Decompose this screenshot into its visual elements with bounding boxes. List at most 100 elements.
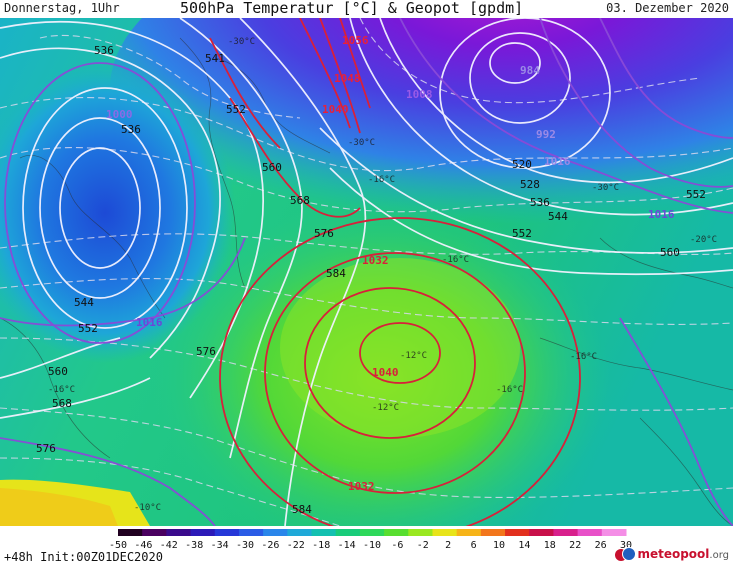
- colorbar-tick-label: -18: [312, 540, 330, 550]
- colorbar-cell: [505, 529, 530, 536]
- geopot-label: 584: [292, 503, 312, 516]
- geopot-label: 560: [262, 161, 282, 174]
- logo-icon: [615, 546, 637, 562]
- pressure-label: 1016: [136, 316, 163, 329]
- colorbar-tick-label: 30: [620, 540, 632, 550]
- geopot-label: 520: [512, 158, 532, 171]
- geopot-label: 584: [326, 267, 346, 280]
- colorbar-tick-label: 22: [569, 540, 581, 550]
- geopot-label: 544: [548, 210, 568, 223]
- temperature-colorbar: -50 -46 -42 -38 -34 -30 -26 -22 -18 -14 -10 -6 -2 2 6 1…: [109, 529, 632, 550]
- colorbar-tick-label: 18: [544, 540, 556, 550]
- weather-map: 536 541 552 560 568 576 584 536 544 552 …: [0, 18, 733, 526]
- colorbar-tick-label: 10: [493, 540, 505, 550]
- pressure-label: 992: [536, 128, 556, 141]
- colorbar-cell: [190, 529, 216, 536]
- pressure-label: 1032: [362, 254, 389, 267]
- logo-text: meteopool.org: [637, 547, 729, 561]
- colorbar-cell: [553, 529, 579, 536]
- geopot-label: 560: [660, 246, 680, 259]
- pressure-label: 1016: [544, 155, 571, 168]
- temp-label: -16°C: [570, 352, 597, 362]
- pressure-label: 1008: [406, 88, 433, 101]
- temp-label: -10°C: [134, 503, 161, 513]
- colorbar-cells: [118, 529, 627, 536]
- colorbar-tick-label: -30: [236, 540, 254, 550]
- colorbar-tick-label: -14: [338, 540, 356, 550]
- colorbar-tick-label: -46: [134, 540, 152, 550]
- pressure-labels: 1056 1048 1040 1032 1040 1032 1008 1016 …: [106, 34, 675, 493]
- temp-label: -16°C: [48, 385, 75, 395]
- colorbar-tick-label: -50: [109, 540, 127, 550]
- geopot-label: 544: [74, 296, 94, 309]
- colorbar-tick-label: -26: [261, 540, 279, 550]
- colorbar-cell: [384, 529, 409, 536]
- temp-label: -30°C: [348, 138, 375, 148]
- colorbar-cell: [480, 529, 506, 536]
- geopot-label: 576: [196, 345, 216, 358]
- weather-map-svg: 536 541 552 560 568 576 584 536 544 552 …: [0, 18, 733, 526]
- footer-bar: -50 -46 -42 -38 -34 -30 -26 -22 -18 -14 -10 -6 -2 2 6 1…: [0, 526, 733, 566]
- geopot-label: 576: [36, 442, 56, 455]
- colorbar-tick-label: 26: [595, 540, 607, 550]
- geopot-label: 536: [94, 44, 114, 57]
- colorbar-tick-label: -42: [160, 540, 178, 550]
- model-run-label: +48h Init:00Z01DEC2020: [4, 550, 163, 564]
- temp-label: -20°C: [690, 235, 717, 245]
- colorbar-ticks: -50 -46 -42 -38 -34 -30 -26 -22 -18 -14 -10 -6 -2 2 6 1…: [109, 540, 632, 550]
- geopot-label: 560: [48, 365, 68, 378]
- temp-label: -16°C: [368, 175, 395, 185]
- coastlines: [0, 37, 733, 526]
- colorbar-cell: [359, 529, 385, 536]
- colorbar-tick-label: 6: [471, 540, 477, 550]
- geopot-label: 528: [520, 178, 540, 191]
- pressure-label: 1048: [334, 72, 361, 85]
- geopot-label: 568: [52, 397, 72, 410]
- colorbar-cell: [263, 529, 288, 536]
- colorbar-cell: [529, 529, 554, 536]
- colorbar-cell: [601, 529, 627, 536]
- forecast-day-label: Donnerstag, 1Uhr: [4, 1, 120, 15]
- colorbar-cell: [238, 529, 264, 536]
- pressure-label: 1016: [648, 208, 675, 221]
- surface-isobars-red: [209, 18, 581, 526]
- colorbar-cell: [335, 529, 361, 536]
- colorbar-cell: [311, 529, 337, 536]
- geopot-labels: 536 541 552 560 568 576 584 536 544 552 …: [36, 44, 706, 516]
- colorbar-tick-label: 14: [518, 540, 530, 550]
- colorbar-tick-label: -22: [287, 540, 305, 550]
- geopot-label: 536: [121, 123, 141, 136]
- pressure-label: 1000: [106, 108, 133, 121]
- temp-label: -12°C: [372, 403, 399, 413]
- pressure-label: 1056: [342, 34, 369, 47]
- colorbar-cell: [142, 529, 167, 536]
- surface-isobars-blue: [0, 18, 733, 526]
- geopot-label: 552: [512, 227, 532, 240]
- temp-label: -16°C: [442, 255, 469, 265]
- geopot-label: 568: [290, 194, 310, 207]
- geopotential-contours: [0, 18, 733, 526]
- colorbar-cell: [214, 529, 240, 536]
- colorbar-tick-label: -38: [185, 540, 203, 550]
- header-bar: Donnerstag, 1Uhr 500hPa Temperatur [°C] …: [0, 0, 733, 18]
- temperature-labels: -30°C -30°C -16°C -16°C -16°C -16°C -16°…: [48, 37, 717, 513]
- temp-label: -30°C: [592, 183, 619, 193]
- colorbar-cell: [287, 529, 313, 536]
- colorbar-cell: [408, 529, 433, 536]
- geopot-label: 552: [226, 103, 246, 116]
- meteopool-logo[interactable]: meteopool.org: [615, 546, 729, 562]
- colorbar-tick-label: -2: [417, 540, 429, 550]
- colorbar-cell: [118, 529, 143, 536]
- forecast-date-label: 03. Dezember 2020: [606, 1, 729, 15]
- pressure-label: 1040: [372, 366, 399, 379]
- temp-label: -12°C: [400, 351, 427, 361]
- temp-label: -30°C: [228, 37, 255, 47]
- geopot-label: 541: [205, 52, 225, 65]
- pressure-label: 984: [520, 64, 540, 77]
- colorbar-tick-label: -6: [391, 540, 403, 550]
- pressure-label: 1040: [322, 103, 349, 116]
- geopot-label: 552: [78, 322, 98, 335]
- geopot-label: 552: [686, 188, 706, 201]
- geopot-label: 576: [314, 227, 334, 240]
- colorbar-tick-label: -10: [363, 540, 381, 550]
